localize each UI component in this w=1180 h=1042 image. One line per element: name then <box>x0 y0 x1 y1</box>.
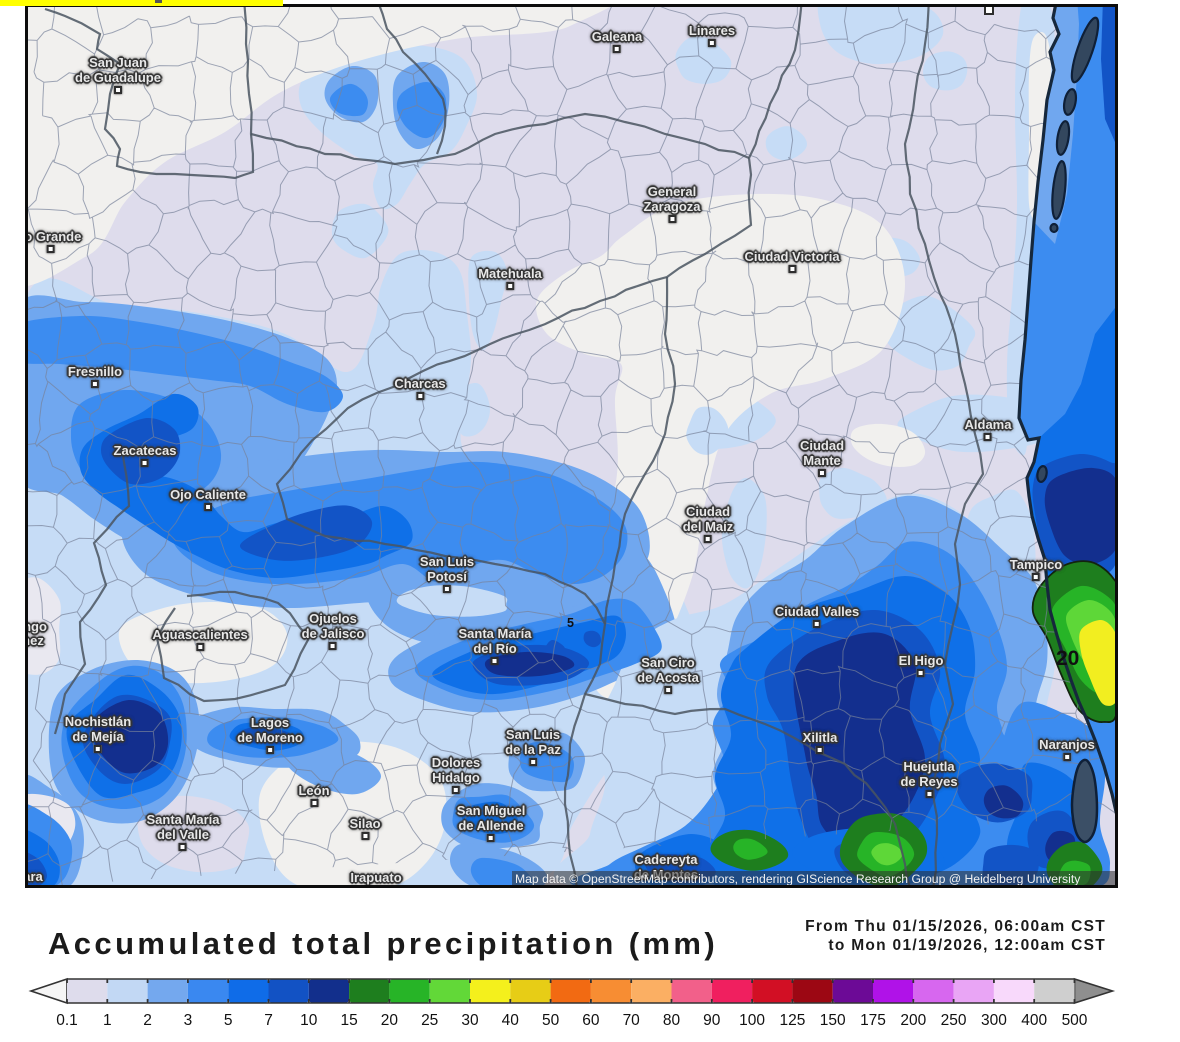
svg-text:300: 300 <box>981 1012 1007 1029</box>
svg-text:7: 7 <box>264 1012 273 1029</box>
svg-text:40: 40 <box>502 1012 520 1029</box>
svg-text:25: 25 <box>421 1012 438 1029</box>
svg-text:150: 150 <box>820 1012 846 1029</box>
svg-text:175: 175 <box>860 1012 886 1029</box>
svg-text:20: 20 <box>381 1012 399 1029</box>
svg-text:500: 500 <box>1062 1012 1088 1029</box>
svg-text:5: 5 <box>224 1012 233 1029</box>
svg-text:250: 250 <box>941 1012 967 1029</box>
svg-text:400: 400 <box>1021 1012 1047 1029</box>
svg-text:50: 50 <box>542 1012 560 1029</box>
svg-text:100: 100 <box>739 1012 765 1029</box>
svg-text:3: 3 <box>184 1012 193 1029</box>
svg-text:5: 5 <box>567 616 574 630</box>
svg-text:90: 90 <box>703 1012 721 1029</box>
svg-text:20: 20 <box>1056 647 1079 670</box>
svg-text:70: 70 <box>623 1012 641 1029</box>
svg-text:60: 60 <box>582 1012 600 1029</box>
svg-text:10: 10 <box>300 1012 318 1029</box>
svg-text:2: 2 <box>143 1012 152 1029</box>
svg-text:30: 30 <box>461 1012 479 1029</box>
svg-text:80: 80 <box>663 1012 681 1029</box>
svg-text:125: 125 <box>779 1012 805 1029</box>
svg-text:1: 1 <box>103 1012 112 1029</box>
svg-text:15: 15 <box>340 1012 357 1029</box>
svg-text:200: 200 <box>900 1012 926 1029</box>
svg-text:0.1: 0.1 <box>56 1012 78 1029</box>
